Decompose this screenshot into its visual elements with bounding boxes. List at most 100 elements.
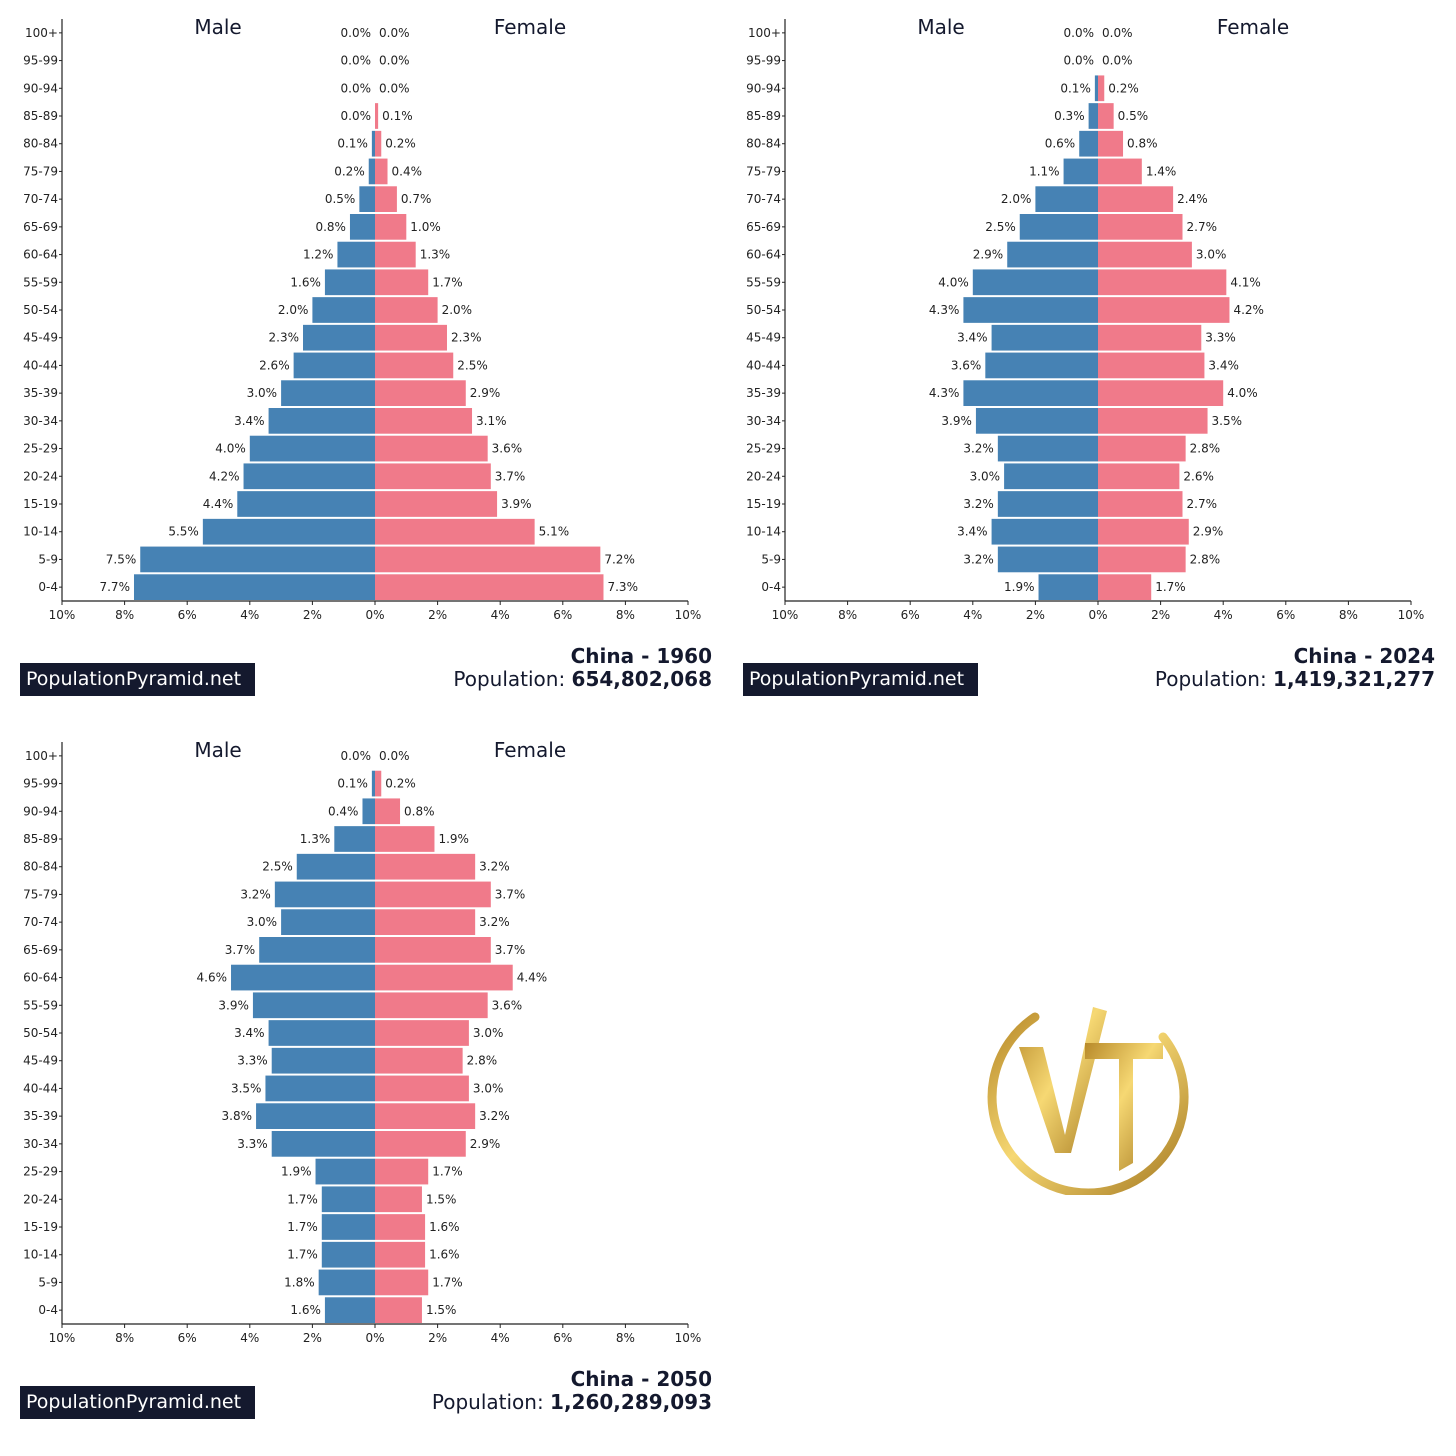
data-label-male: 3.0%	[247, 915, 278, 929]
data-label-female: 3.7%	[495, 469, 526, 483]
data-label-female: 3.6%	[492, 442, 523, 456]
data-label-male: 0.1%	[337, 137, 368, 151]
bar-female	[375, 1214, 426, 1240]
x-tick-label: 8%	[1339, 608, 1358, 622]
x-tick-label: 10%	[1398, 608, 1425, 622]
x-tick-label: 0%	[365, 608, 384, 622]
bar-female	[375, 992, 488, 1019]
population-label: Population:	[1154, 667, 1267, 691]
data-label-female: 3.5%	[1212, 414, 1243, 428]
bar-male	[303, 324, 375, 351]
age-tick-label: 10-14	[23, 1248, 58, 1262]
bar-female	[375, 1158, 429, 1185]
bar-male	[337, 241, 375, 268]
data-label-female: 7.3%	[607, 580, 638, 594]
age-tick-label: 70-74	[23, 192, 58, 206]
age-tick-label: 30-34	[23, 414, 58, 428]
x-tick-label: 2%	[428, 608, 447, 622]
bar-male	[991, 324, 1098, 351]
data-label-female: 1.7%	[432, 1165, 463, 1179]
data-label-male: 1.2%	[303, 248, 334, 262]
data-label-male: 0.6%	[1045, 137, 1076, 151]
bar-female	[375, 408, 473, 434]
bar-female	[375, 826, 435, 852]
data-label-male: 3.4%	[234, 414, 265, 428]
bar-male	[202, 518, 375, 545]
x-tick-label: 10%	[49, 1331, 76, 1345]
brand-badge: PopulationPyramid.net	[20, 663, 256, 696]
data-label-male: 7.5%	[106, 552, 137, 566]
age-tick-label: 35-39	[23, 1109, 58, 1123]
data-label-female: 2.4%	[1177, 192, 1208, 206]
logo-letter-t	[1085, 1043, 1163, 1171]
age-tick-label: 95-99	[746, 54, 781, 68]
data-label-female: 7.2%	[604, 552, 635, 566]
bar-female	[375, 574, 604, 600]
female-header: Female	[494, 738, 566, 762]
age-tick-label: 90-94	[23, 804, 58, 818]
age-tick-label: 5-9	[38, 1275, 58, 1289]
age-tick-label: 65-69	[746, 220, 781, 234]
data-label-male: 0.5%	[325, 192, 356, 206]
age-tick-label: 20-24	[23, 1192, 58, 1206]
data-label-male: 0.3%	[1054, 109, 1085, 123]
data-label-female: 0.0%	[379, 749, 410, 763]
age-tick-label: 10-14	[23, 525, 58, 539]
age-tick-label: 0-4	[38, 1303, 58, 1317]
data-label-male: 0.0%	[341, 749, 372, 763]
population-label: Population:	[431, 1390, 544, 1414]
data-label-male: 0.8%	[315, 220, 346, 234]
data-label-male: 3.4%	[234, 1026, 265, 1040]
bar-male	[293, 352, 375, 379]
x-tick-label: 8%	[616, 608, 635, 622]
x-tick-label: 4%	[963, 608, 982, 622]
age-tick-label: 100+	[25, 26, 58, 40]
data-label-female: 3.4%	[1208, 358, 1239, 372]
bar-female	[375, 1075, 469, 1102]
age-tick-label: 35-39	[746, 386, 781, 400]
age-tick-label: 45-49	[746, 331, 781, 345]
bar-female	[375, 518, 535, 545]
bar-female	[375, 103, 379, 129]
bar-female	[1098, 518, 1189, 545]
age-tick-label: 60-64	[23, 248, 58, 262]
data-label-female: 0.2%	[385, 777, 416, 791]
bar-male	[231, 964, 375, 991]
data-label-female: 1.6%	[429, 1220, 460, 1234]
bar-male	[1079, 130, 1098, 157]
data-label-female: 0.0%	[379, 81, 410, 95]
data-label-female: 2.3%	[451, 331, 482, 345]
age-tick-label: 90-94	[746, 81, 781, 95]
data-label-female: 2.5%	[457, 358, 488, 372]
bar-female	[1098, 186, 1174, 212]
bar-male	[249, 435, 375, 462]
data-label-female: 0.0%	[1102, 26, 1133, 40]
age-tick-label: 70-74	[23, 915, 58, 929]
x-tick-label: 0%	[365, 1331, 384, 1345]
bar-female	[375, 798, 401, 825]
data-label-female: 3.1%	[476, 414, 507, 428]
bar-male	[140, 546, 375, 573]
age-tick-label: 75-79	[23, 887, 58, 901]
bar-male	[991, 518, 1098, 545]
bar-male	[997, 435, 1098, 462]
bar-female	[1098, 574, 1152, 600]
age-tick-label: 75-79	[746, 164, 781, 178]
age-tick-label: 15-19	[746, 497, 781, 511]
age-tick-label: 100+	[25, 749, 58, 763]
data-label-male: 1.9%	[281, 1165, 312, 1179]
bar-male	[963, 297, 1098, 323]
age-tick-label: 80-84	[746, 137, 781, 151]
age-tick-label: 20-24	[746, 469, 781, 483]
data-label-female: 3.6%	[492, 998, 523, 1012]
data-label-male: 0.2%	[334, 164, 365, 178]
data-label-male: 7.7%	[99, 580, 130, 594]
data-label-female: 0.0%	[1102, 54, 1133, 68]
age-tick-label: 10-14	[746, 525, 781, 539]
age-tick-label: 30-34	[23, 1137, 58, 1151]
bar-male	[296, 853, 375, 880]
age-tick-label: 25-29	[23, 1165, 58, 1179]
data-label-female: 2.8%	[467, 1054, 498, 1068]
bar-male	[281, 909, 375, 935]
bar-female	[375, 1269, 429, 1296]
